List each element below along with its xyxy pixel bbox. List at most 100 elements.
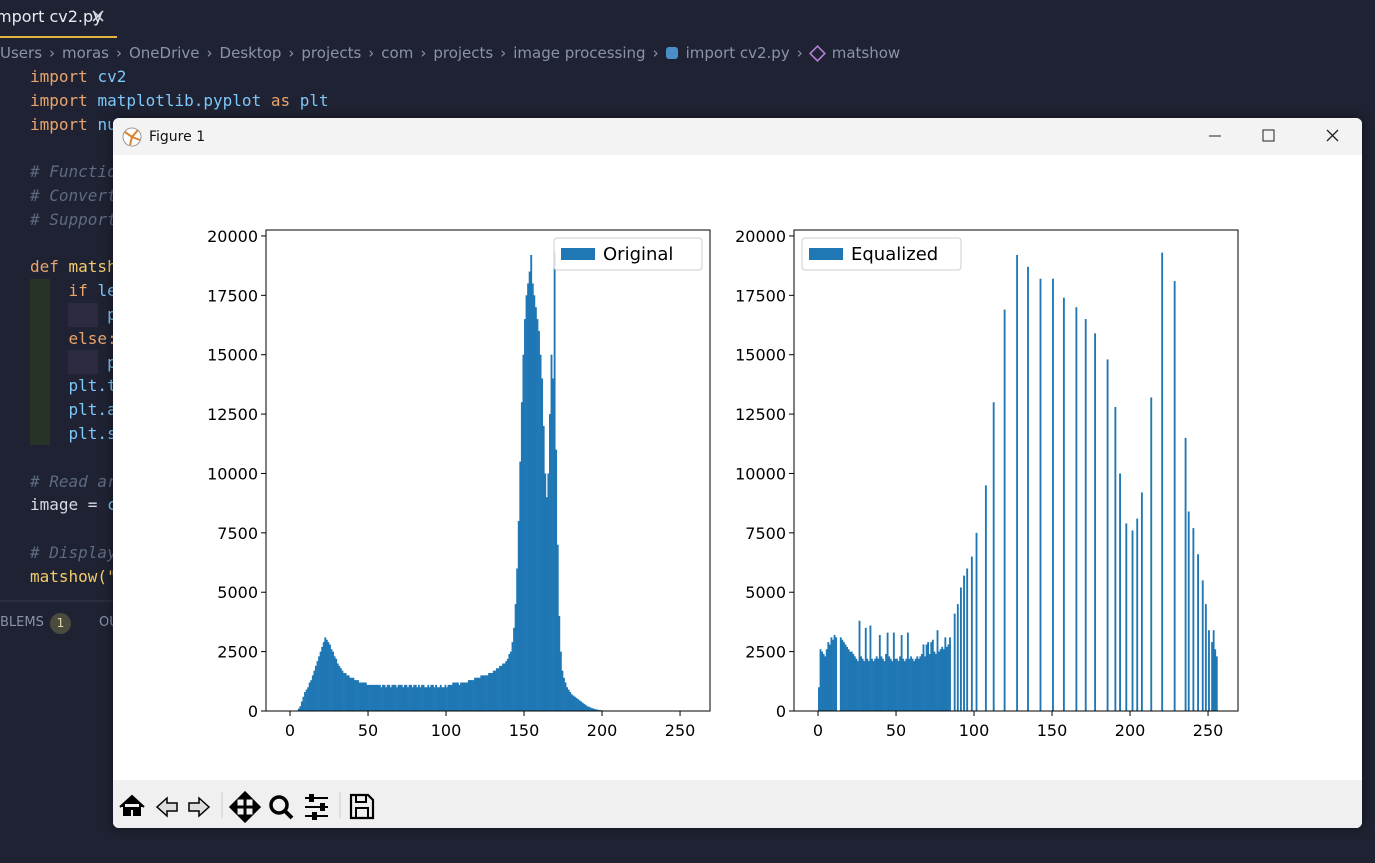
histogram-bar: [325, 639, 328, 711]
histogram-bar: [945, 646, 948, 711]
legend-box: [801, 237, 962, 271]
breadcrumb[interactable]: Desktop: [219, 44, 282, 62]
histogram-bar: [313, 670, 316, 711]
histogram-bar: [578, 700, 581, 711]
configure-button[interactable]: [305, 794, 328, 820]
histogram-bar: [410, 684, 413, 711]
histogram-bar: [466, 682, 469, 711]
histogram-bar: [332, 651, 335, 711]
histogram-bar: [928, 653, 931, 711]
back-button[interactable]: [155, 796, 178, 818]
panel-tab[interactable]: BLEMS: [0, 615, 44, 630]
breadcrumb[interactable]: moras: [62, 44, 109, 62]
code-token: def: [30, 257, 69, 277]
histogram-bar: [930, 642, 933, 711]
histogram-bar: [931, 639, 934, 711]
histogram-bar: [478, 677, 481, 711]
histogram-bar: [822, 653, 825, 711]
histogram-bar: [383, 684, 386, 711]
forward-button[interactable]: [188, 796, 211, 818]
y-tick-label: 15000: [207, 346, 258, 365]
home-button[interactable]: [119, 794, 145, 816]
breadcrumb-separator: ›: [652, 44, 659, 62]
histogram-bar: [489, 672, 492, 711]
histogram-bar: [541, 378, 544, 711]
y-tick-label: 20000: [735, 227, 786, 246]
histogram-bar: [358, 682, 361, 711]
histogram-bar: [555, 449, 558, 711]
histogram-bar: [439, 684, 442, 711]
breadcrumb[interactable]: import cv2.py: [685, 44, 790, 62]
y-tick-label: 0: [248, 702, 258, 721]
histogram-bar: [335, 658, 338, 711]
python-icon: [665, 47, 678, 59]
y-tick-label: 10000: [207, 464, 258, 483]
breadcrumb[interactable]: projects: [301, 44, 362, 62]
histogram-bar: [369, 684, 372, 711]
tab-close[interactable]: [91, 9, 105, 23]
histogram-bar: [1027, 266, 1029, 711]
breadcrumb[interactable]: image processing: [513, 44, 646, 62]
maximize[interactable]: [1262, 129, 1275, 142]
histogram-bar: [538, 330, 540, 711]
indent-guide: [68, 303, 98, 327]
breadcrumb-separator: ›: [49, 44, 56, 62]
histogram-bar: [314, 665, 317, 711]
editor-tab[interactable]: mport cv2.py: [0, 0, 117, 38]
close[interactable]: [1326, 129, 1339, 142]
histogram-bar: [425, 687, 428, 711]
histogram-bar: [858, 620, 861, 711]
breadcrumb[interactable]: com: [381, 44, 414, 62]
histogram-bar: [1114, 406, 1117, 711]
histogram-bar: [327, 642, 330, 711]
y-tick-label: 5000: [217, 583, 258, 602]
histogram-bar: [427, 684, 430, 711]
code-line: if le: [30, 279, 329, 303]
histogram-bar: [456, 682, 459, 711]
histogram-bar: [444, 684, 447, 711]
breadcrumb[interactable]: projects: [433, 44, 494, 62]
save-button[interactable]: [349, 793, 375, 820]
histogram-bar: [308, 682, 311, 711]
histogram-bar: [863, 661, 866, 711]
histogram-bar: [584, 705, 587, 711]
histogram-bar: [1119, 473, 1121, 711]
toolbar-icons: [119, 790, 375, 824]
histogram-bar: [563, 677, 565, 711]
histogram-bar: [938, 651, 941, 711]
histogram-bar: [495, 668, 498, 711]
histogram-bar: [352, 677, 355, 711]
histogram-bar: [935, 653, 937, 711]
histogram-bar: [377, 684, 380, 711]
histogram-bar: [846, 646, 848, 711]
window-title: Figure 1: [149, 128, 206, 145]
histogram-bar: [567, 689, 570, 711]
histogram-bar: [474, 677, 476, 711]
breadcrumb[interactable]: Users: [0, 44, 43, 62]
histogram-bar: [839, 637, 842, 711]
zoom-button[interactable]: [269, 795, 294, 820]
histogram-bar: [1201, 580, 1204, 711]
histogram-bar: [421, 684, 423, 711]
histogram-bar: [544, 473, 547, 711]
histogram-bar: [572, 695, 575, 711]
code-editor: import cv2 import matplotlib.pyplot as pl…: [30, 65, 329, 589]
histogram-bar: [416, 687, 419, 711]
histogram-bar: [371, 684, 374, 711]
histogram-bar: [329, 644, 331, 711]
histogram-bar: [570, 694, 573, 711]
histogram-bar: [403, 684, 406, 711]
breadcrumb[interactable]: matshow: [831, 44, 901, 62]
histogram-bar: [875, 656, 878, 711]
histogram-bar: [547, 473, 550, 711]
histogram-bar: [500, 665, 503, 711]
histogram-bar: [550, 354, 553, 711]
histogram-bar: [1204, 604, 1207, 711]
histogram-bar: [542, 425, 545, 711]
x-tick-label: 150: [1037, 721, 1068, 740]
code-line: # Functio: [30, 160, 329, 184]
histogram-bar: [492, 670, 495, 711]
breadcrumb[interactable]: OneDrive: [128, 44, 200, 62]
histogram-bar: [1062, 297, 1065, 711]
pan-button[interactable]: [228, 790, 262, 824]
